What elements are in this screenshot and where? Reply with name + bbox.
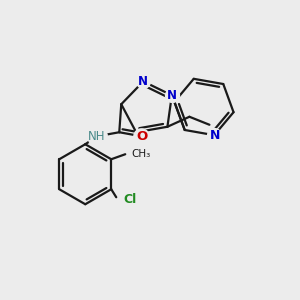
Text: CH₃: CH₃ xyxy=(131,149,151,159)
Text: N: N xyxy=(167,89,177,102)
Text: N: N xyxy=(210,129,220,142)
Text: Cl: Cl xyxy=(123,193,136,206)
Text: NH: NH xyxy=(88,130,105,143)
Text: O: O xyxy=(136,130,148,143)
Text: N: N xyxy=(138,75,148,88)
